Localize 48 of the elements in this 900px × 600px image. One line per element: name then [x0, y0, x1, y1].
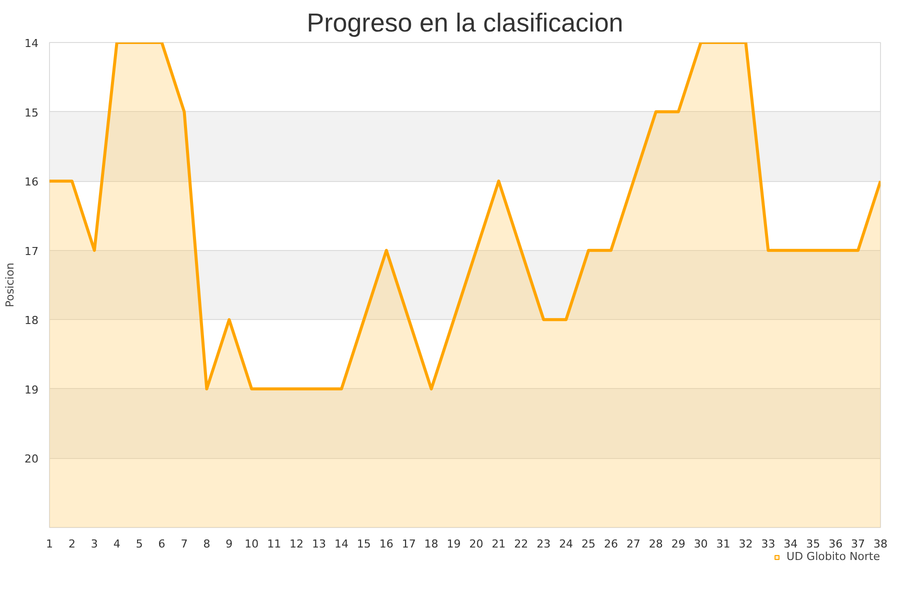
- x-tick-label: 34: [784, 538, 798, 550]
- x-tick-label: 10: [244, 538, 259, 550]
- x-tick-label: 6: [158, 538, 166, 550]
- x-tick-label: 29: [671, 538, 686, 550]
- y-axis-title: Posicion: [4, 262, 17, 308]
- x-tick-label: 33: [761, 538, 776, 550]
- x-tick-label: 23: [536, 538, 551, 550]
- y-tick-label: 18: [24, 314, 39, 328]
- legend-label: UD Globito Norte: [786, 550, 880, 563]
- x-tick-label: 37: [851, 538, 866, 550]
- y-tick-label: 15: [24, 106, 39, 120]
- x-tick-label: 36: [828, 538, 843, 550]
- x-tick-label: 14: [334, 538, 348, 550]
- chart-title: Progreso en la clasificacion: [306, 8, 624, 38]
- x-tick-label: 16: [379, 538, 394, 550]
- x-tick-label: 31: [716, 538, 730, 550]
- x-tick-label: 3: [90, 538, 98, 550]
- x-tick-label: 2: [68, 538, 76, 550]
- x-tick-label: 22: [514, 538, 528, 550]
- x-tick-label: 9: [226, 538, 233, 550]
- x-tick-label: 27: [626, 538, 640, 550]
- x-tick-label: 12: [290, 538, 304, 550]
- x-tick-label: 17: [402, 538, 416, 550]
- y-tick-label: 20: [24, 452, 39, 466]
- x-tick-label: 1: [46, 538, 53, 550]
- x-tick-label: 25: [582, 538, 596, 550]
- y-tick-label: 17: [24, 244, 39, 258]
- x-tick-label: 7: [180, 538, 188, 550]
- x-tick-label: 24: [559, 538, 574, 550]
- x-tick-label: 5: [136, 538, 143, 550]
- x-tick-label: 8: [203, 538, 210, 550]
- y-tick-label: 14: [24, 37, 39, 50]
- x-tick-label: 26: [604, 538, 618, 550]
- y-tick-label: 16: [24, 176, 39, 189]
- x-tick-label: 4: [113, 538, 120, 550]
- x-tick-label: 18: [424, 538, 438, 550]
- x-tick-label: 30: [694, 538, 708, 550]
- x-tick-label: 11: [267, 538, 282, 550]
- x-tick-label: 38: [874, 538, 888, 550]
- x-tick-label: 19: [446, 538, 461, 550]
- x-tick-label: 35: [806, 538, 820, 550]
- x-tick-label: 21: [492, 538, 506, 550]
- x-tick-label: 15: [356, 538, 371, 550]
- y-tick-label: 19: [24, 383, 39, 396]
- x-tick-label: 28: [648, 538, 663, 550]
- x-tick-label: 20: [469, 538, 484, 550]
- x-tick-label: 32: [738, 538, 753, 550]
- x-tick-label: 13: [312, 538, 326, 550]
